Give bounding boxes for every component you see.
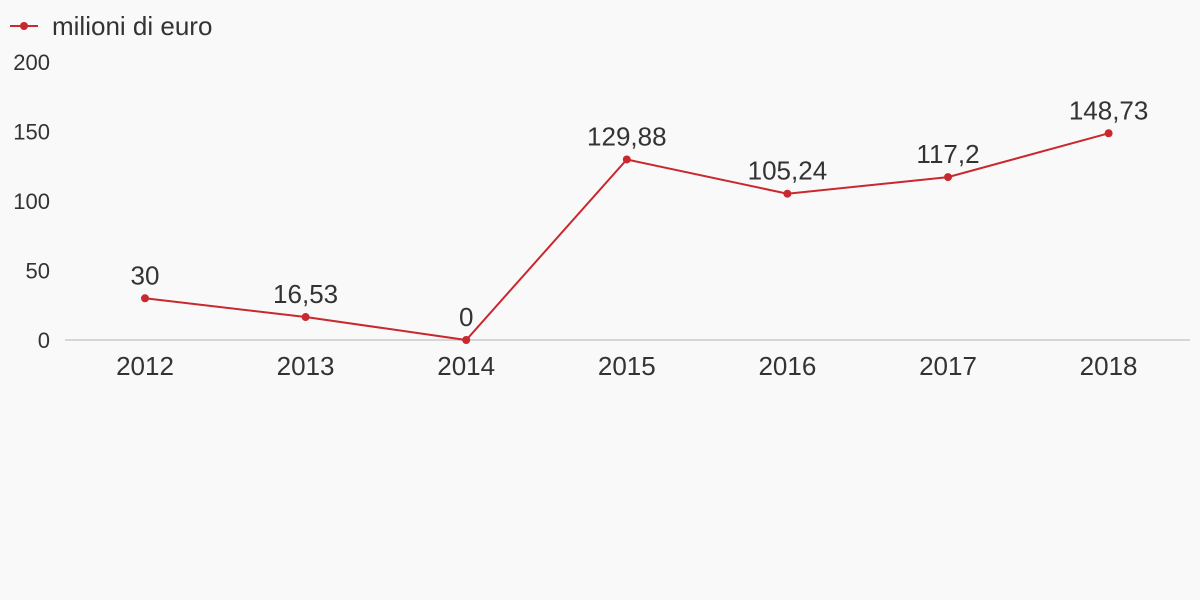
- x-tick-label: 2012: [116, 351, 174, 381]
- data-label: 148,73: [1069, 95, 1149, 125]
- data-point: [462, 336, 471, 344]
- data-labels: 30 16,53 0 129,88 105,24 117,2 148,73: [131, 95, 1149, 332]
- data-label: 129,88: [587, 121, 667, 151]
- data-point: [1104, 129, 1113, 138]
- legend: milioni di euro: [10, 10, 212, 42]
- y-tick-label: 150: [13, 120, 50, 145]
- data-label: 30: [131, 260, 160, 290]
- data-point: [301, 313, 310, 322]
- data-label: 105,24: [748, 156, 828, 186]
- data-point: [141, 294, 149, 303]
- data-label: 117,2: [916, 139, 979, 169]
- data-point: [622, 155, 631, 164]
- y-tick-label: 200: [13, 50, 50, 75]
- x-tick-label: 2015: [598, 351, 656, 381]
- x-axis-ticks: 2012 2013 2014 2015 2016 2017 2018: [116, 351, 1137, 381]
- data-label: 16,53: [273, 279, 338, 309]
- y-axis-ticks: 0 50 100 150 200: [13, 50, 50, 353]
- data-point: [944, 173, 952, 182]
- legend-swatch-icon: [10, 22, 38, 30]
- x-tick-label: 2017: [919, 351, 977, 381]
- x-tick-label: 2013: [277, 351, 335, 381]
- y-tick-label: 0: [38, 328, 50, 353]
- y-tick-label: 100: [13, 189, 50, 214]
- series-points: [141, 129, 1113, 344]
- data-label: 0: [459, 302, 473, 332]
- x-tick-label: 2018: [1080, 351, 1138, 381]
- y-tick-label: 50: [26, 259, 50, 284]
- x-tick-label: 2014: [437, 351, 495, 381]
- legend-label: milioni di euro: [52, 11, 213, 41]
- x-tick-label: 2016: [758, 351, 816, 381]
- data-point: [783, 189, 792, 198]
